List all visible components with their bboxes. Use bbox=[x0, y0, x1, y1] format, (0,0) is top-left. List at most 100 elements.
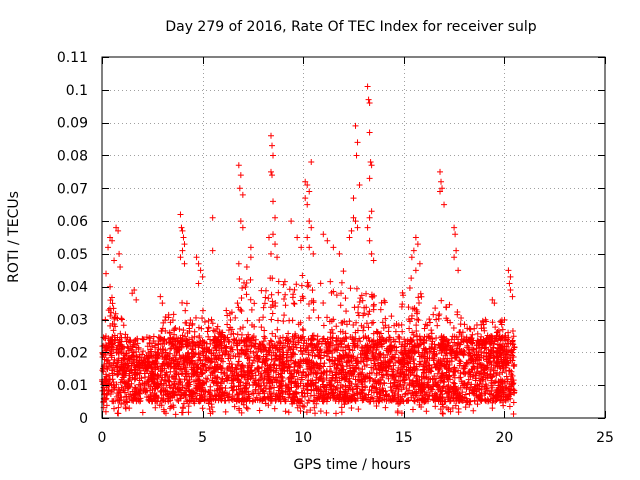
data-point bbox=[172, 325, 179, 332]
data-point bbox=[399, 393, 406, 400]
data-point bbox=[474, 342, 481, 349]
data-point bbox=[412, 349, 419, 356]
data-point bbox=[186, 336, 193, 343]
data-point bbox=[448, 336, 455, 343]
data-point bbox=[372, 385, 379, 392]
data-point bbox=[256, 354, 263, 361]
data-point bbox=[300, 385, 307, 392]
data-point bbox=[234, 300, 241, 307]
data-point bbox=[242, 372, 249, 379]
data-point bbox=[323, 372, 330, 379]
data-point bbox=[207, 410, 214, 417]
data-point bbox=[353, 152, 360, 159]
data-point bbox=[479, 318, 486, 325]
data-point bbox=[287, 364, 294, 371]
data-point bbox=[372, 376, 379, 383]
data-point bbox=[413, 333, 420, 340]
data-point bbox=[355, 303, 362, 310]
data-point bbox=[438, 297, 445, 304]
data-point bbox=[510, 399, 517, 406]
data-point bbox=[330, 244, 337, 251]
data-point bbox=[282, 291, 289, 298]
data-point bbox=[475, 338, 482, 345]
data-point bbox=[258, 324, 265, 331]
data-point bbox=[197, 338, 204, 345]
data-point bbox=[307, 392, 314, 399]
data-point bbox=[334, 379, 341, 386]
data-point bbox=[470, 407, 477, 414]
data-point bbox=[249, 334, 256, 341]
data-point bbox=[105, 244, 112, 251]
data-point bbox=[345, 342, 352, 349]
data-point bbox=[360, 390, 367, 397]
data-point bbox=[393, 347, 400, 354]
data-point bbox=[366, 99, 373, 106]
data-point bbox=[354, 224, 361, 231]
data-point bbox=[352, 398, 359, 405]
data-point bbox=[275, 289, 282, 296]
data-point bbox=[272, 333, 279, 340]
data-point bbox=[268, 168, 275, 175]
data-point bbox=[237, 172, 244, 179]
data-point bbox=[155, 353, 162, 360]
data-point bbox=[388, 313, 395, 320]
data-point bbox=[184, 382, 191, 389]
data-point bbox=[133, 296, 140, 303]
data-point bbox=[148, 343, 155, 350]
data-point bbox=[299, 351, 306, 358]
data-point bbox=[457, 329, 464, 336]
data-point bbox=[384, 371, 391, 378]
data-point bbox=[301, 403, 308, 410]
data-point bbox=[242, 284, 249, 291]
data-point bbox=[289, 317, 296, 324]
data-point bbox=[105, 307, 112, 314]
data-point bbox=[147, 346, 154, 353]
data-point bbox=[139, 409, 146, 416]
data-point bbox=[338, 290, 345, 297]
data-point bbox=[297, 364, 304, 371]
data-point bbox=[360, 334, 367, 341]
data-point bbox=[135, 381, 142, 388]
data-point bbox=[294, 234, 301, 241]
data-point bbox=[269, 310, 276, 317]
data-point bbox=[256, 317, 263, 324]
data-point bbox=[290, 291, 297, 298]
y-axis-label: ROTI / TECUs bbox=[6, 191, 22, 283]
data-point bbox=[170, 402, 177, 409]
data-point bbox=[338, 409, 345, 416]
data-point bbox=[493, 369, 500, 376]
data-point bbox=[384, 345, 391, 352]
data-point bbox=[127, 367, 134, 374]
data-point bbox=[385, 328, 392, 335]
data-point bbox=[309, 287, 316, 294]
data-point bbox=[251, 300, 258, 307]
data-point bbox=[310, 306, 317, 313]
data-point bbox=[204, 328, 211, 335]
data-point bbox=[169, 373, 176, 380]
data-point bbox=[374, 329, 381, 336]
data-point bbox=[359, 383, 366, 390]
data-point bbox=[406, 387, 413, 394]
data-point bbox=[452, 231, 459, 238]
data-point bbox=[179, 247, 186, 254]
data-point bbox=[128, 380, 135, 387]
data-point bbox=[225, 338, 232, 345]
data-point bbox=[338, 375, 345, 382]
data-point bbox=[432, 403, 439, 410]
data-point bbox=[421, 325, 428, 332]
data-point bbox=[375, 350, 382, 357]
data-point bbox=[111, 257, 118, 264]
data-point bbox=[171, 326, 178, 333]
data-point bbox=[260, 338, 267, 345]
data-point bbox=[449, 333, 456, 340]
data-point bbox=[259, 341, 266, 348]
data-point bbox=[422, 321, 429, 328]
data-point bbox=[203, 357, 210, 364]
data-point bbox=[321, 349, 328, 356]
data-point bbox=[305, 397, 312, 404]
data-point bbox=[473, 368, 480, 375]
data-point bbox=[348, 405, 355, 412]
data-point bbox=[225, 327, 232, 334]
data-point bbox=[348, 227, 355, 234]
data-point bbox=[258, 287, 265, 294]
